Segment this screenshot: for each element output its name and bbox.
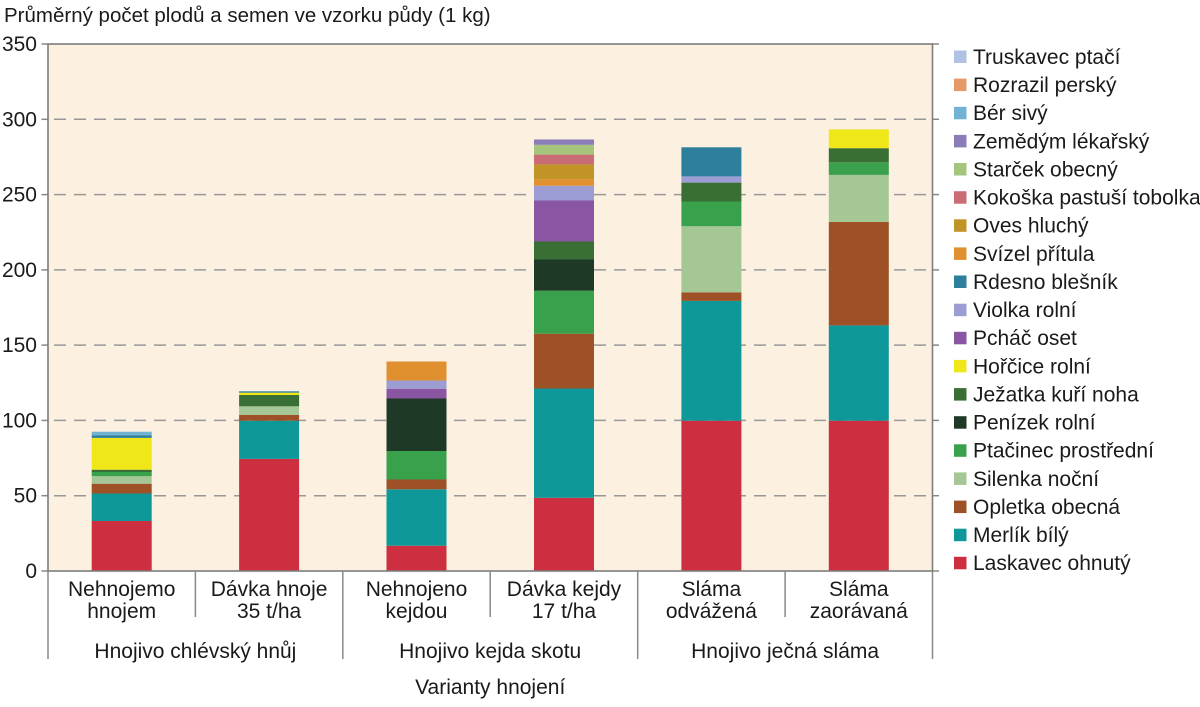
svg-text:Laskavec ohnutý: Laskavec ohnutý xyxy=(973,552,1131,575)
svg-text:Rozrazil perský: Rozrazil perský xyxy=(973,74,1117,97)
svg-text:0: 0 xyxy=(25,560,37,583)
svg-text:100: 100 xyxy=(2,409,37,432)
svg-text:Průměrný počet plodů a semen v: Průměrný počet plodů a semen ve vzorku p… xyxy=(4,4,491,27)
svg-text:Dávka hnoje: Dávka hnoje xyxy=(211,578,328,601)
svg-text:Hořčice rolní: Hořčice rolní xyxy=(973,355,1091,378)
svg-text:Violka rolní: Violka rolní xyxy=(973,299,1077,322)
svg-text:200: 200 xyxy=(2,259,37,282)
svg-text:Varianty hnojení: Varianty hnojení xyxy=(415,676,565,699)
svg-text:50: 50 xyxy=(14,485,37,508)
svg-text:350: 350 xyxy=(2,33,37,56)
svg-text:Penízek rolní: Penízek rolní xyxy=(973,412,1096,435)
svg-text:Pcháč oset: Pcháč oset xyxy=(973,327,1077,350)
svg-text:Zemědým lékařský: Zemědým lékařský xyxy=(973,130,1150,153)
svg-text:Hnojivo ječná sláma: Hnojivo ječná sláma xyxy=(691,640,879,663)
svg-text:Rdesno blešník: Rdesno blešník xyxy=(973,271,1118,294)
svg-text:300: 300 xyxy=(2,108,37,131)
svg-text:Dávka kejdy: Dávka kejdy xyxy=(507,578,622,601)
svg-text:Hnojivo chlévský hnůj: Hnojivo chlévský hnůj xyxy=(94,640,296,663)
svg-text:Starček obecný: Starček obecný xyxy=(973,158,1118,181)
svg-text:35 t/ha: 35 t/ha xyxy=(237,600,302,623)
svg-text:Oves hluchý: Oves hluchý xyxy=(973,215,1089,238)
svg-text:Silenka noční: Silenka noční xyxy=(973,468,1099,491)
svg-text:Svízel přítula: Svízel přítula xyxy=(973,243,1095,266)
svg-text:Merlík bílý: Merlík bílý xyxy=(973,524,1069,547)
svg-text:odvážená: odvážená xyxy=(666,600,757,623)
svg-text:150: 150 xyxy=(2,334,37,357)
svg-text:Bér sivý: Bér sivý xyxy=(973,102,1048,125)
svg-text:Kokoška pastuší tobolka: Kokoška pastuší tobolka xyxy=(973,187,1200,210)
svg-text:250: 250 xyxy=(2,184,37,207)
svg-text:17 t/ha: 17 t/ha xyxy=(532,600,597,623)
svg-text:Ježatka kuří noha: Ježatka kuří noha xyxy=(973,384,1139,407)
svg-text:hnojem: hnojem xyxy=(87,600,156,623)
svg-text:zaorávaná: zaorávaná xyxy=(810,600,908,623)
svg-text:Ptačinec prostřední: Ptačinec prostřední xyxy=(973,440,1154,463)
svg-text:kejdou: kejdou xyxy=(386,600,448,623)
svg-text:Opletka obecná: Opletka obecná xyxy=(973,496,1120,519)
svg-text:Truskavec ptačí: Truskavec ptačí xyxy=(973,46,1121,69)
svg-text:Sláma: Sláma xyxy=(829,578,889,601)
svg-text:Nehnojemo: Nehnojemo xyxy=(68,578,175,601)
svg-text:Nehnojeno: Nehnojeno xyxy=(366,578,468,601)
svg-text:Hnojivo kejda skotu: Hnojivo kejda skotu xyxy=(399,640,581,663)
svg-text:Sláma: Sláma xyxy=(682,578,742,601)
